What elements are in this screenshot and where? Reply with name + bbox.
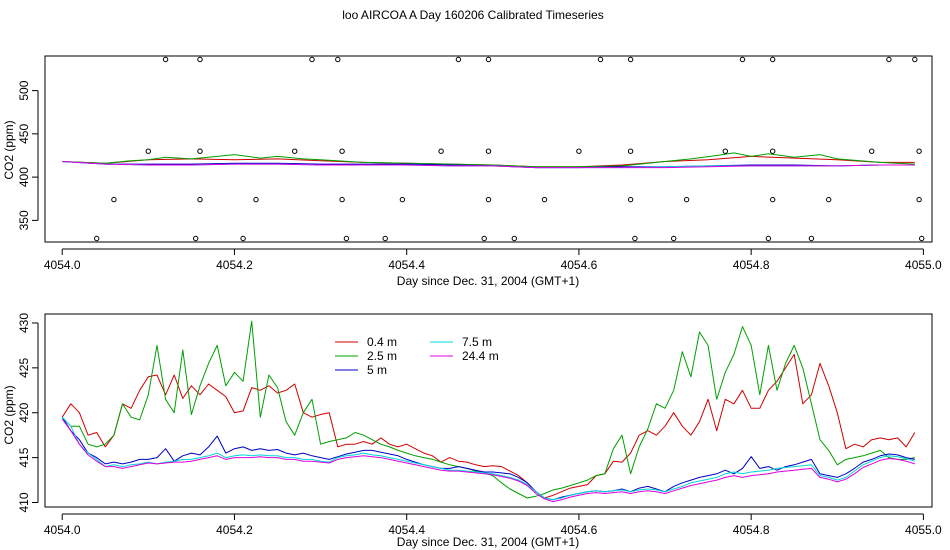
bottom-series-group: [61, 320, 916, 503]
bottom-x-tick-label: 4054.8: [733, 523, 770, 537]
bottom-panel: 4054.0 4054.2 4054.4 4054.6 4054.8 4055.0 410…: [2, 313, 942, 549]
top-series-line-24-4-m: [62, 161, 915, 169]
bottom-series-line-5-m: [61, 416, 915, 501]
bottom-x-axis-label: Day since Dec. 31, 2004 (GMT+1): [397, 535, 579, 549]
top-data-point: [597, 56, 604, 63]
bottom-y-axis: 410 415 420 425 430: [17, 313, 39, 513]
top-data-point: [292, 148, 298, 154]
top-x-axis: 4054.0 4054.2 4054.4 4054.6 4054.8 4055.0: [44, 248, 942, 272]
top-y-tick-label: 450: [17, 124, 31, 144]
top-data-point: [765, 235, 772, 242]
top-series-line-2-5-m: [62, 152, 915, 168]
bottom-x-tick-label: 4054.4: [388, 523, 425, 537]
figure-title: loo AIRCOA A Day 160206 Calibrated Times…: [342, 8, 603, 22]
bottom-y-tick-label: 425: [17, 358, 31, 378]
top-data-point: [916, 196, 922, 203]
top-data-point: [770, 148, 776, 154]
top-data-point: [770, 196, 776, 203]
legend: 0.4 m2.5 m5 m 7.5 m24.4 m: [335, 335, 499, 377]
top-panel: 4054.0 4054.2 4054.4 4054.6 4054.8 4055.0 350…: [2, 55, 942, 288]
top-plot-frame: [44, 55, 933, 243]
top-data-point: [770, 56, 776, 63]
top-data-point: [309, 56, 315, 63]
top-x-tick-label: 4054.6: [561, 258, 598, 272]
top-data-point: [739, 56, 746, 63]
bottom-series-line-7-5-m: [61, 416, 915, 501]
legend-label-2-5-m: 2.5 m: [367, 349, 397, 363]
bottom-series-line-0-4-m: [61, 353, 916, 499]
top-data-point: [339, 148, 345, 154]
top-data-point: [541, 196, 548, 203]
top-data-point: [886, 56, 892, 63]
top-data-point: [912, 56, 918, 63]
top-data-point: [162, 56, 169, 63]
top-data-point: [826, 196, 832, 203]
top-data-point: [485, 196, 492, 203]
bottom-x-tick-label: 4054.6: [561, 523, 598, 537]
bottom-x-tick-label: 4055.0: [905, 523, 942, 537]
top-data-point: [576, 148, 582, 154]
top-data-point: [869, 148, 875, 154]
top-data-point: [511, 235, 517, 242]
bottom-x-tick-label: 4054.2: [216, 523, 253, 537]
legend-label-5-m: 5 m: [367, 363, 387, 377]
top-data-point: [808, 235, 815, 242]
top-data-point: [671, 235, 677, 242]
top-data-point: [240, 235, 246, 242]
top-data-point: [111, 196, 117, 203]
top-y-tick-label: 400: [17, 167, 31, 187]
top-data-point: [627, 196, 634, 203]
top-y-tick-label: 500: [17, 80, 31, 100]
bottom-series-line-24-4-m: [61, 418, 915, 503]
top-data-point: [399, 196, 406, 203]
top-x-tick-label: 4054.4: [388, 258, 425, 272]
bottom-y-tick-label: 415: [17, 447, 31, 467]
legend-label-7-5-m: 7.5 m: [462, 335, 492, 349]
bottom-plot-frame: [44, 313, 933, 508]
top-data-point: [382, 235, 388, 242]
top-x-tick-label: 4054.8: [733, 258, 770, 272]
top-data-point: [919, 235, 925, 242]
top-data-point: [145, 148, 152, 154]
top-x-tick-label: 4054.2: [216, 258, 253, 272]
top-data-point: [722, 148, 728, 154]
top-data-point: [197, 56, 203, 63]
bottom-y-tick-label: 420: [17, 402, 31, 422]
top-data-point: [438, 148, 444, 154]
top-data-point: [916, 148, 922, 154]
top-data-point: [343, 235, 350, 242]
top-data-point: [485, 56, 492, 63]
top-y-tick-label: 350: [17, 210, 31, 230]
top-data-point: [627, 148, 634, 154]
bottom-y-axis-label: CO2 (ppm): [2, 385, 16, 444]
top-y-axis-label: CO2 (ppm): [2, 120, 16, 179]
top-data-point: [632, 235, 638, 242]
top-data-point: [339, 196, 345, 203]
top-x-tick-label: 4054.0: [44, 258, 81, 272]
top-data-point: [94, 235, 100, 242]
top-data-point: [197, 148, 203, 154]
top-data-point: [683, 196, 690, 203]
legend-label-24-4-m: 24.4 m: [462, 349, 499, 363]
top-y-axis: 350 400 450 500: [17, 80, 39, 230]
bottom-y-tick-label: 430: [17, 313, 31, 333]
legend-label-0-4-m: 0.4 m: [367, 335, 397, 349]
bottom-x-axis: 4054.0 4054.2 4054.4 4054.6 4054.8 4055.0: [44, 513, 942, 537]
top-data-point: [197, 196, 203, 203]
bottom-x-tick-label: 4054.0: [44, 523, 81, 537]
top-data-point: [455, 56, 462, 63]
top-data-point: [485, 148, 492, 154]
top-data-point: [193, 235, 199, 242]
top-x-tick-label: 4055.0: [905, 258, 942, 272]
top-data-point: [335, 56, 341, 63]
top-series-group: [62, 152, 915, 169]
top-data-point: [481, 235, 487, 242]
top-points-group: [94, 56, 925, 242]
top-data-point: [627, 56, 634, 63]
bottom-y-tick-label: 410: [17, 492, 31, 512]
top-data-point: [253, 196, 259, 203]
top-x-axis-label: Day since Dec. 31, 2004 (GMT+1): [397, 274, 579, 288]
